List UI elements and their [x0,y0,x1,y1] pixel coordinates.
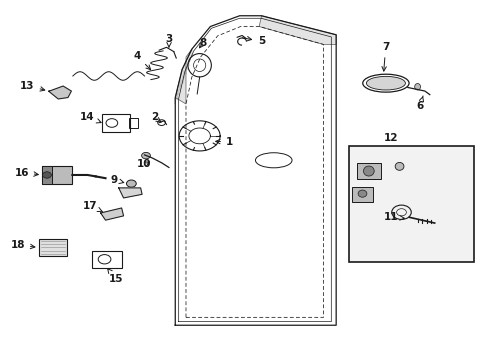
Text: 12: 12 [383,133,397,143]
Bar [348,146,473,262]
Text: 3: 3 [165,34,172,47]
Bar [351,187,372,202]
Circle shape [126,180,136,187]
Ellipse shape [357,190,366,197]
Text: 1: 1 [215,137,233,147]
Text: 14: 14 [80,112,101,123]
Ellipse shape [414,84,420,90]
Text: 9: 9 [110,175,123,185]
Text: 5: 5 [242,36,265,46]
Bar [42,166,72,184]
Text: 10: 10 [137,159,151,170]
Circle shape [142,152,150,159]
Polygon shape [259,16,335,44]
Ellipse shape [366,76,405,90]
Text: 4: 4 [133,51,150,69]
Text: 7: 7 [381,42,388,71]
Polygon shape [175,49,191,104]
Polygon shape [119,188,142,198]
Text: 13: 13 [20,81,45,91]
Polygon shape [101,208,123,220]
Polygon shape [48,86,71,99]
Ellipse shape [363,166,373,176]
Bar [42,166,52,184]
Text: 11: 11 [383,212,404,222]
Text: 16: 16 [14,168,38,178]
Bar [102,114,130,132]
Bar [92,251,122,268]
Text: 8: 8 [199,38,206,48]
Bar [356,163,380,179]
Bar [39,239,67,256]
Circle shape [42,172,51,178]
Text: 17: 17 [82,201,102,212]
Bar [129,118,138,128]
Text: 18: 18 [10,240,35,250]
Text: 6: 6 [415,96,423,111]
Text: 15: 15 [107,269,123,284]
Text: 2: 2 [151,112,161,122]
Ellipse shape [394,162,403,170]
